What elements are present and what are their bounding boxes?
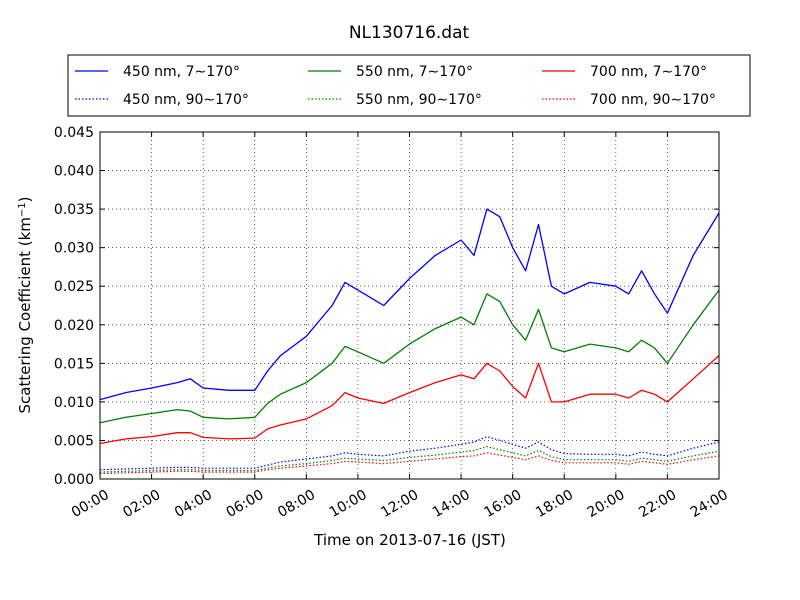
y-tick-label: 0.040 xyxy=(54,164,94,180)
y-tick-label: 0.000 xyxy=(54,472,94,488)
y-axis-label-main: Scattering Coefficient (km xyxy=(16,217,34,413)
x-tick-label: 10:00 xyxy=(327,487,370,521)
chart-title: NL130716.dat xyxy=(349,23,470,43)
y-tick-label: 0.010 xyxy=(54,395,94,411)
legend-frame xyxy=(67,54,751,117)
x-tick-label: 16:00 xyxy=(482,487,525,521)
y-tick-label: 0.005 xyxy=(54,433,94,449)
y-tick-label: 0.020 xyxy=(54,318,94,334)
x-tick-label: 04:00 xyxy=(172,487,215,521)
series-line-6 xyxy=(99,452,720,475)
x-tick-label: 22:00 xyxy=(636,487,679,521)
legend: 450 nm, 7∼170° 550 nm, 7∼170° 700 nm, 7∼17… xyxy=(67,54,751,117)
x-tick-labels: 00:00 02:00 04:00 06:00 08:00 10:00 12:00 14:00… xyxy=(69,487,731,521)
x-tick-label: 20:00 xyxy=(585,487,628,521)
x-tick-label: 06:00 xyxy=(224,487,267,521)
x-tick-label: 00:00 xyxy=(69,487,112,521)
x-tick-label: 24:00 xyxy=(688,487,731,521)
legend-label-1: 450 nm, 7∼170° xyxy=(123,64,240,80)
x-tick-label: 02:00 xyxy=(120,487,163,521)
grid xyxy=(100,132,719,479)
y-tick-label: 0.045 xyxy=(54,125,94,141)
series-line-1 xyxy=(99,208,720,401)
x-tick-label: 12:00 xyxy=(378,487,421,521)
series-layer xyxy=(99,208,720,475)
y-tick-label: 0.030 xyxy=(54,241,94,257)
ticks xyxy=(99,131,720,480)
y-axis-label: Scattering Coefficient (km−1) xyxy=(16,196,34,413)
series-line-2 xyxy=(99,289,720,424)
y-tick-label: 0.035 xyxy=(54,202,94,218)
y-tick-label: 0.015 xyxy=(54,356,94,372)
y-axis-label-end: ) xyxy=(16,196,34,202)
x-tick-label: 08:00 xyxy=(275,487,318,521)
legend-label-6: 700 nm, 90∼170° xyxy=(590,92,716,108)
legend-label-4: 450 nm, 90∼170° xyxy=(123,92,249,108)
series-line-5 xyxy=(99,446,720,473)
x-axis-label: Time on 2013-07-16 (JST) xyxy=(313,531,506,549)
y-tick-label: 0.025 xyxy=(54,279,94,295)
legend-label-2: 550 nm, 7∼170° xyxy=(356,64,473,80)
y-axis-label-sup: −1 xyxy=(17,202,28,217)
legend-label-5: 550 nm, 90∼170° xyxy=(356,92,482,108)
legend-label-3: 700 nm, 7∼170° xyxy=(590,64,707,80)
series-line-3 xyxy=(99,355,720,445)
x-tick-label: 14:00 xyxy=(430,487,473,521)
series-line-4 xyxy=(99,436,720,471)
y-tick-labels: 0.000 0.005 0.010 0.015 0.020 0.025 0.030 0.035… xyxy=(54,125,94,488)
x-tick-label: 18:00 xyxy=(533,487,576,521)
